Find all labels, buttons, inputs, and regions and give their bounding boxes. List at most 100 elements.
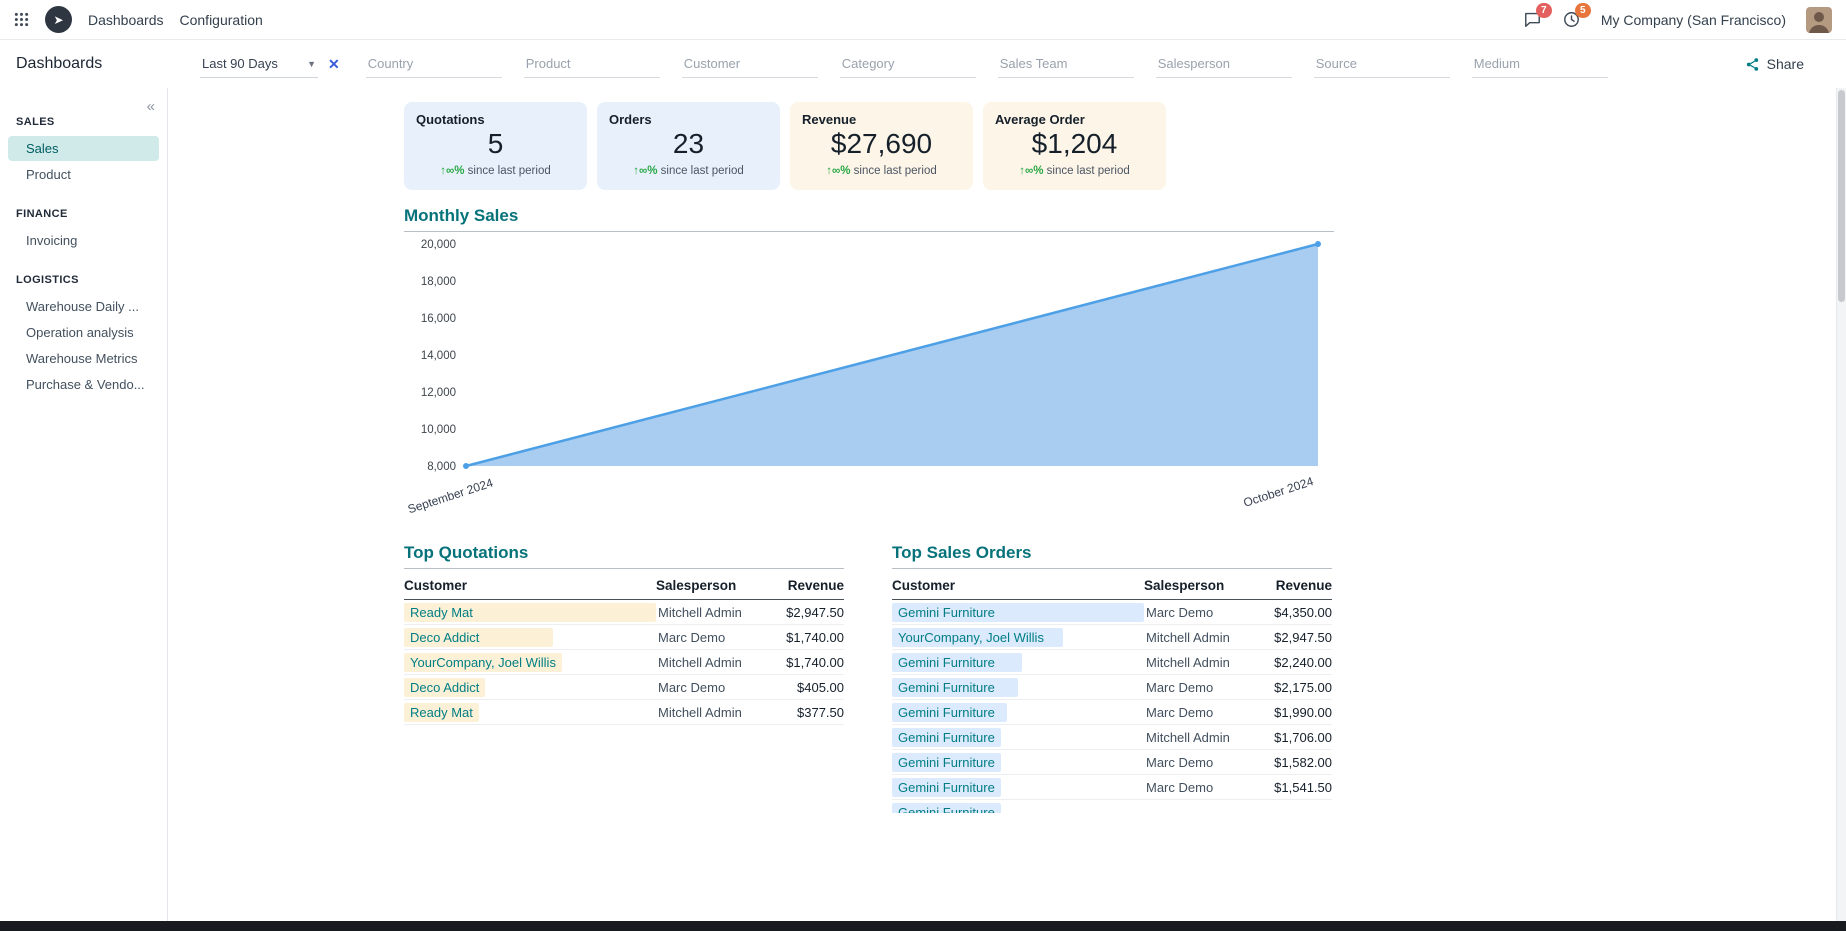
table-row: Ready Mat Mitchell Admin $377.50 (404, 700, 844, 725)
clear-filter-button[interactable]: ✕ (328, 56, 340, 72)
filter-input-salesperson[interactable] (1155, 50, 1292, 78)
kpi-value: $1,204 (1031, 128, 1118, 159)
filter-input-country[interactable] (365, 50, 502, 78)
filter-input-source[interactable] (1313, 50, 1450, 78)
sidebar-collapse-button[interactable]: « (146, 98, 155, 115)
salesperson-cell: Mitchell Admin (1146, 629, 1230, 645)
kpi-card-orders: Orders 23 ↑∞% since last period (597, 102, 780, 190)
sidebar-item-warehouse-daily[interactable]: Warehouse Daily ... (26, 299, 139, 314)
customer-cell: YourCompany, Joel Willis (404, 652, 656, 672)
menu-dashboards[interactable]: Dashboards (88, 11, 164, 28)
filter-field-source (1313, 50, 1450, 78)
filter-input-category[interactable] (839, 50, 976, 78)
customer-link[interactable]: Gemini Furniture (892, 752, 1001, 772)
customer-link[interactable]: Gemini Furniture (892, 602, 1144, 622)
revenue-cell: $2,947.50 (786, 604, 844, 620)
svg-text:18,000: 18,000 (421, 276, 456, 288)
filter-field-medium (1471, 50, 1608, 78)
svg-text:20,000: 20,000 (421, 239, 456, 251)
top-navbar: ➤ Dashboards Configuration 7 5 My Compan… (0, 0, 1846, 40)
avatar-image (1806, 6, 1832, 33)
customer-link[interactable]: Gemini Furniture (892, 652, 1022, 672)
revenue-cell: $1,541.50 (1274, 779, 1332, 795)
table-row: Gemini Furniture Marc Demo $4,350.00 (892, 600, 1332, 625)
messages-button[interactable]: 7 (1523, 3, 1552, 29)
share-button[interactable]: Share (1745, 56, 1804, 72)
table-row: YourCompany, Joel Willis Mitchell Admin $1… (404, 650, 844, 675)
customer-link[interactable]: Deco Addict (404, 677, 486, 697)
kpi-delta: ↑∞% since last period (633, 165, 744, 177)
customer-cell: Gemini Furniture (892, 602, 1144, 622)
delta-up-infinity: ↑∞% (826, 165, 851, 177)
top-sales-orders-title: Top Sales Orders (892, 543, 1032, 562)
customer-link[interactable]: YourCompany, Joel Willis (404, 652, 562, 672)
salesperson-cell: Marc Demo (658, 679, 726, 695)
filter-input-sales-team[interactable] (997, 50, 1134, 78)
customer-link[interactable]: Ready Mat (404, 702, 479, 722)
messages-badge: 7 (1535, 3, 1552, 18)
x-axis-label: September 2024 (406, 475, 495, 517)
table-row: Gemini Furniture (892, 800, 1332, 813)
apps-grid-glyph (14, 12, 29, 27)
user-avatar[interactable] (1806, 6, 1832, 33)
salesperson-cell: Mitchell Admin (1146, 729, 1230, 745)
customer-cell: Gemini Furniture (892, 677, 1144, 697)
kpi-value: 23 (672, 128, 705, 159)
customer-cell: Ready Mat (404, 702, 656, 722)
sidebar-section-sales: SALES (16, 116, 55, 128)
svg-text:10,000: 10,000 (421, 424, 456, 436)
column-customer: Customer (404, 578, 468, 593)
customer-link[interactable]: Ready Mat (404, 602, 656, 622)
customer-link[interactable]: Gemini Furniture (892, 727, 1001, 747)
filter-field-product (523, 50, 660, 78)
sidebar-item-operation-analysis[interactable]: Operation analysis (26, 325, 134, 340)
customer-cell: Gemini Furniture (892, 777, 1144, 797)
apps-grid-icon[interactable] (14, 12, 29, 27)
chart-x-axis: September 2024 October 2024 (404, 474, 1334, 523)
customer-link[interactable]: Gemini Furniture (892, 677, 1018, 697)
revenue-cell: $1,582.00 (1274, 754, 1332, 770)
salesperson-cell: Mitchell Admin (658, 654, 742, 670)
kpi-value: 5 (487, 128, 504, 159)
kpi-delta: ↑∞% since last period (826, 165, 937, 177)
table-row: Deco Addict Marc Demo $1,740.00 (404, 625, 844, 650)
sidebar-item-sales[interactable]: Sales (8, 136, 159, 161)
sidebar-item-purchase-vendo[interactable]: Purchase & Vendo... (26, 377, 145, 392)
svg-text:16,000: 16,000 (421, 313, 456, 325)
filter-input-medium[interactable] (1471, 50, 1608, 78)
period-select[interactable]: Last 90 Days ▼ (200, 50, 318, 78)
customer-link[interactable]: Gemini Furniture (892, 802, 1001, 813)
sidebar-item-product[interactable]: Product (26, 167, 71, 182)
table-header: Customer Salesperson Revenue (404, 571, 844, 600)
filter-field-category (839, 50, 976, 78)
customer-link[interactable]: Gemini Furniture (892, 777, 1001, 797)
customer-cell: YourCompany, Joel Willis (892, 627, 1144, 647)
customer-link[interactable]: Deco Addict (404, 627, 553, 647)
sidebar-section-logistics: LOGISTICS (16, 274, 79, 286)
scrollbar[interactable] (1836, 88, 1846, 921)
filter-input-product[interactable] (523, 50, 660, 78)
scrollbar-thumb[interactable] (1838, 90, 1845, 302)
revenue-cell: $405.00 (797, 679, 844, 695)
customer-link[interactable]: Gemini Furniture (892, 702, 1008, 722)
sidebar-item-invoicing[interactable]: Invoicing (26, 233, 78, 248)
table-row: Ready Mat Mitchell Admin $2,947.50 (404, 600, 844, 625)
customer-link[interactable]: YourCompany, Joel Willis (892, 627, 1063, 647)
filter-field-sales-team (997, 50, 1134, 78)
sidebar-item-warehouse-metrics[interactable]: Warehouse Metrics (26, 351, 138, 366)
revenue-cell: $2,175.00 (1274, 679, 1332, 695)
svg-text:8,000: 8,000 (427, 461, 456, 473)
menu-configuration[interactable]: Configuration (179, 11, 263, 28)
table-row: Deco Addict Marc Demo $405.00 (404, 675, 844, 700)
filter-field-customer (681, 50, 818, 78)
delta-up-infinity: ↑∞% (440, 165, 465, 177)
revenue-cell: $2,240.00 (1274, 654, 1332, 670)
table-row: Gemini Furniture Mitchell Admin $2,240.00 (892, 650, 1332, 675)
table-row: YourCompany, Joel Willis Mitchell Admin $2… (892, 625, 1332, 650)
customer-cell: Ready Mat (404, 602, 656, 622)
company-name[interactable]: My Company (San Francisco) (1600, 11, 1786, 28)
page-title: Dashboards (16, 55, 103, 72)
filter-input-customer[interactable] (681, 50, 818, 78)
activities-button[interactable]: 5 (1562, 3, 1591, 29)
dashboards-app-icon[interactable]: ➤ (45, 6, 72, 33)
